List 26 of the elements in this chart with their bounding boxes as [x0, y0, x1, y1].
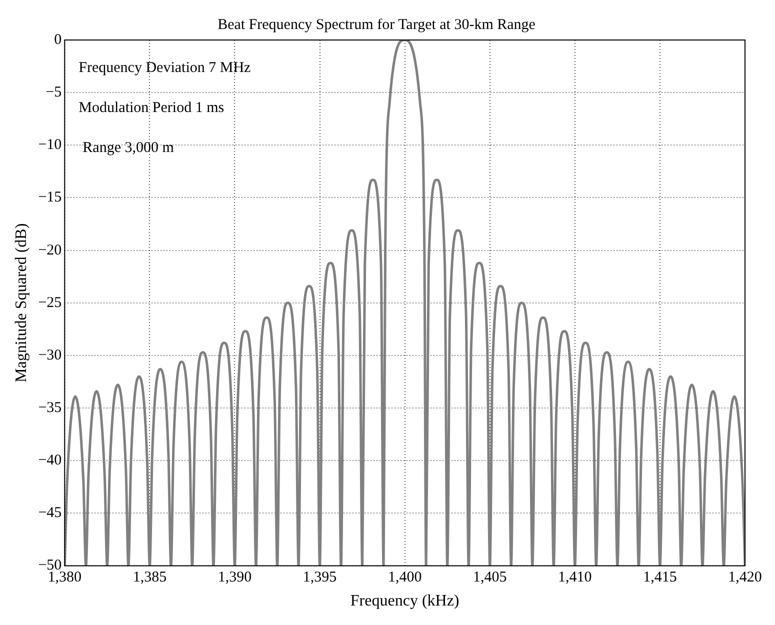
line-series [64, 40, 745, 566]
y-tick-label: −5 [46, 84, 62, 101]
y-tick-label: −25 [38, 294, 62, 311]
chart-title: Beat Frequency Spectrum for Target at 30-km Range [218, 16, 536, 33]
annotation: Range 3,000 m [82, 140, 174, 156]
x-tick-label: 1,400 [388, 570, 422, 586]
x-tick-label: 1,385 [132, 570, 167, 586]
y-tick-label: −20 [38, 242, 62, 258]
y-tick-label: −10 [38, 137, 62, 154]
x-tick-label: 1,420 [728, 570, 762, 586]
annotation: Frequency Deviation 7 MHz [78, 60, 252, 76]
y-tick-label: −30 [38, 347, 62, 364]
y-tick-label: −15 [38, 190, 62, 206]
x-tick-label: 1,405 [472, 570, 507, 586]
y-tick-label: −40 [38, 452, 62, 469]
x-tick-label: 1,380 [48, 570, 82, 586]
y-tick-label: −45 [38, 505, 62, 522]
x-tick-label: 1,415 [643, 570, 677, 586]
y-tick-label: 0 [54, 32, 62, 48]
y-axis-title: Magnitude Squared (dB) [12, 223, 30, 382]
x-axis-title: Frequency (kHz) [350, 592, 460, 610]
y-tick-label: −35 [38, 400, 62, 416]
x-tick-label: 1,395 [302, 570, 337, 586]
x-tick-label: 1,410 [558, 570, 592, 586]
annotation: Modulation Period 1 ms [78, 100, 224, 116]
x-tick-label: 1,390 [218, 570, 252, 586]
